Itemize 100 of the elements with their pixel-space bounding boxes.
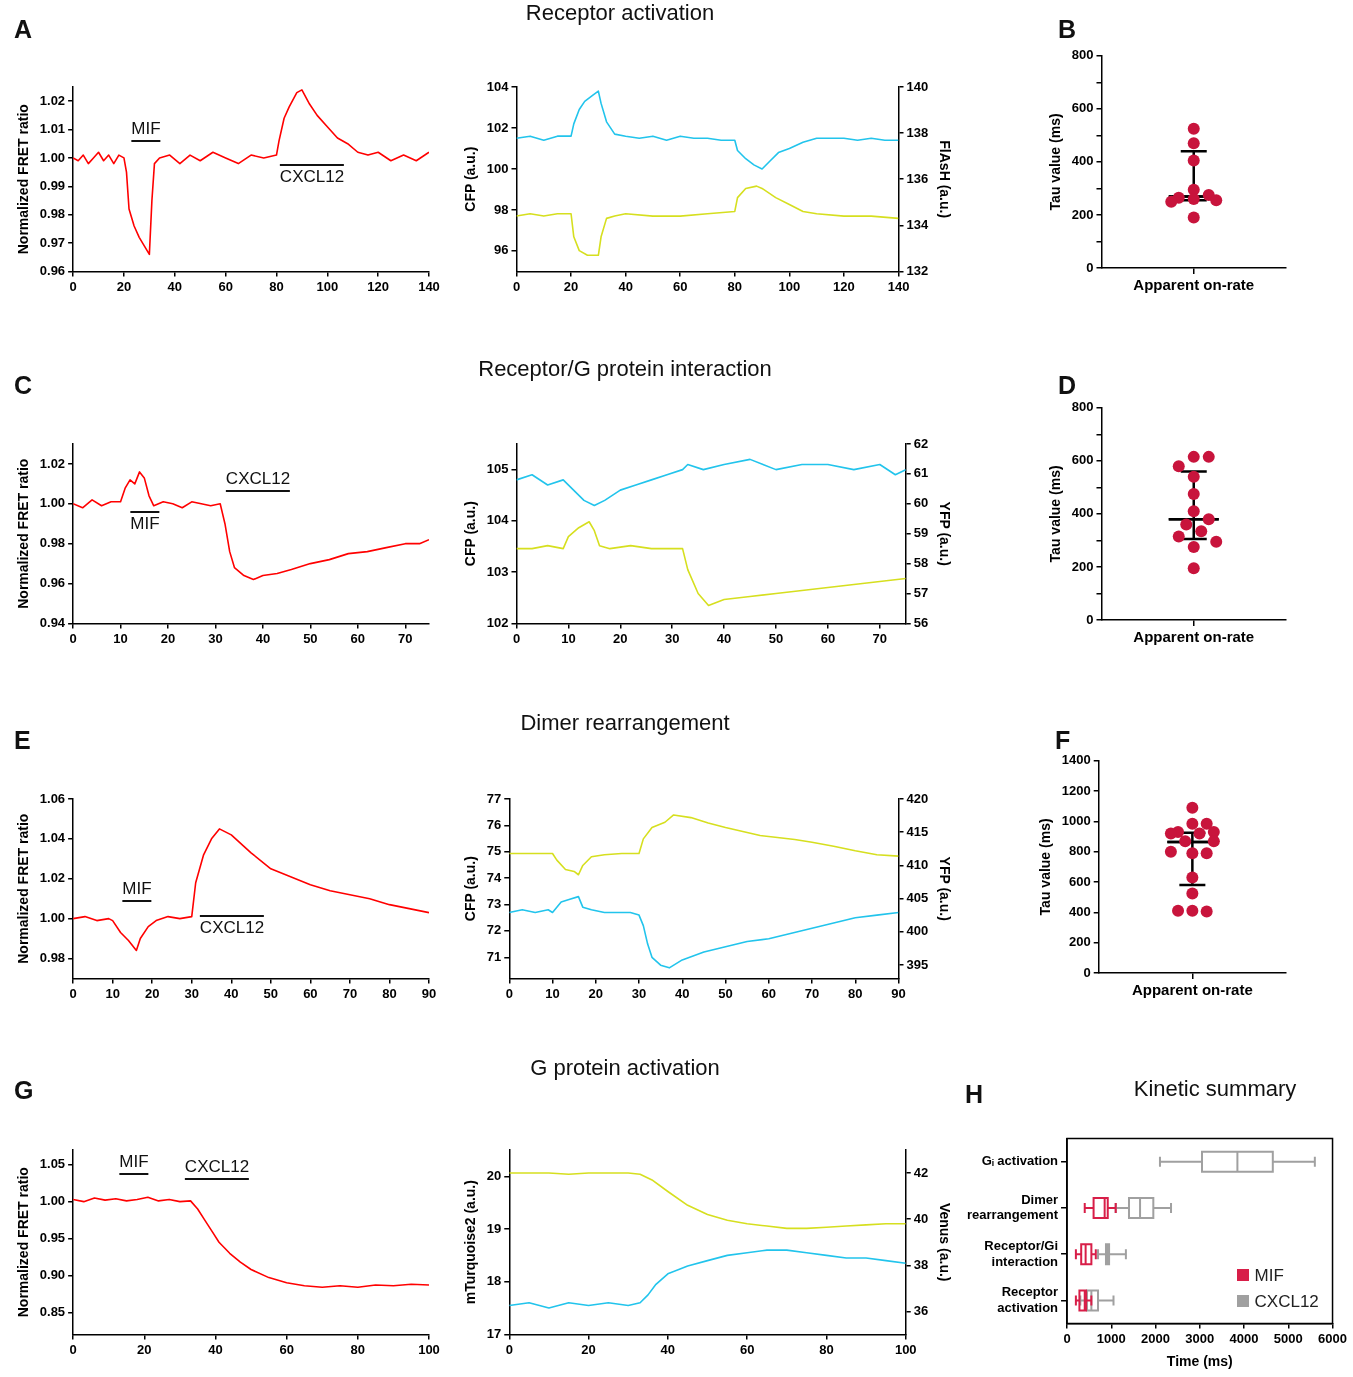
x-tick-label: 40 — [224, 985, 239, 1001]
x-tick-label: 20 — [613, 630, 628, 646]
x-tick-label: 20 — [588, 985, 603, 1001]
x-tick-label: 60 — [279, 1341, 294, 1357]
y-tick-label: 105 — [486, 461, 509, 477]
x-tick-label: 30 — [631, 985, 647, 1001]
y-tick-label: 600 — [1071, 100, 1094, 116]
y2-tick-label: 138 — [906, 124, 929, 140]
y-tick-label: 19 — [486, 1220, 502, 1236]
chart-title: Receptor activation — [525, 0, 715, 26]
y-tick-label: 1000 — [1061, 813, 1091, 829]
y2-tick-label: 134 — [906, 216, 929, 232]
y-axis-title: Tau value (ms) — [1037, 818, 1054, 916]
y-tick-label: 200 — [1071, 558, 1094, 574]
text: C — [14, 371, 33, 399]
y2-tick-label: 58 — [913, 555, 929, 571]
y-tick-label: 1.00 — [39, 149, 66, 165]
x-tick-label: 30 — [208, 630, 223, 646]
x-tick-label: 50 — [718, 985, 733, 1001]
annotation: CXCL12 — [225, 469, 291, 492]
y2-tick-label: 415 — [906, 823, 929, 839]
x-tick-label: 10 — [105, 985, 120, 1001]
y-tick-label: 74 — [486, 869, 503, 885]
y-axis-title: CFP (a.u.) — [462, 146, 479, 212]
y-tick-label: 18 — [486, 1273, 502, 1289]
y2-tick-label: 132 — [906, 262, 929, 278]
y-axis-title: Normalized FRET ratio — [15, 1167, 32, 1318]
x-tick-label: 80 — [350, 1341, 366, 1357]
x-tick-label: 5000 — [1273, 1330, 1303, 1346]
y2-tick-label: 61 — [913, 465, 929, 481]
x-tick-label: 40 — [675, 985, 690, 1001]
x-tick-label: 80 — [819, 1341, 834, 1357]
y2-axis-title: Venus (a.u.) — [936, 1202, 953, 1282]
x-tick-label: 50 — [303, 630, 318, 646]
x-tick-label: 10 — [545, 985, 560, 1001]
x-tick-label: 60 — [218, 278, 233, 294]
y-tick-label: 0 — [1086, 611, 1094, 627]
x-tick-label: 140 — [418, 278, 440, 294]
chart-title: Receptor/G protein interaction — [478, 356, 772, 382]
x-tick-label: 60 — [820, 630, 836, 646]
y-tick-label: 104 — [486, 512, 510, 528]
y-tick-label: 600 — [1071, 452, 1094, 468]
x-tick-label: 80 — [848, 985, 863, 1001]
y-tick-label: Gᵢ activation — [981, 1153, 1059, 1169]
annotation: MIF — [131, 119, 161, 142]
y-tick-label: 1.02 — [39, 92, 66, 108]
y-tick-label: 20 — [486, 1167, 502, 1183]
y2-axis-title: YFP (a.u.) — [936, 856, 953, 921]
x-tick-label: 30 — [664, 630, 680, 646]
x-tick-label: 50 — [263, 985, 279, 1001]
x-tick-label: 40 — [660, 1341, 676, 1357]
x-tick-label: 4000 — [1229, 1330, 1259, 1346]
y2-tick-label: 136 — [906, 170, 929, 186]
x-tick-label: 100 — [316, 278, 339, 294]
x-tick-label: 40 — [618, 278, 633, 294]
y-tick-label: 1.02 — [39, 455, 66, 471]
y-tick-label: Receptor/Gi interaction — [984, 1238, 1059, 1269]
x-tick-label: Apparent on-rate — [1131, 981, 1253, 999]
x-tick-label: 70 — [342, 985, 358, 1001]
y-tick-label: 104 — [486, 78, 510, 94]
x-tick-label: 10 — [113, 630, 128, 646]
y-tick-label: 1.00 — [39, 910, 66, 926]
x-tick-label: 80 — [382, 985, 397, 1001]
y-axis-title: Normalized FRET ratio — [15, 813, 32, 964]
x-tick-label: 20 — [563, 278, 579, 294]
annotation: CXCL12 — [199, 915, 265, 938]
x-tick-label: 60 — [672, 278, 688, 294]
x-tick-label: 70 — [804, 985, 820, 1001]
x-tick-label: 80 — [269, 278, 284, 294]
y-tick-label: 1.04 — [39, 830, 66, 846]
legend-label: MIF — [1254, 1265, 1284, 1285]
y-axis-title: CFP (a.u.) — [462, 856, 479, 922]
y-tick-label: 800 — [1071, 47, 1094, 63]
y-tick-label: 0.98 — [39, 535, 66, 551]
x-tick-label: 60 — [303, 985, 318, 1001]
chart-title: Kinetic summary — [1133, 1076, 1297, 1102]
text: H — [965, 1080, 984, 1108]
y-axis-title: Tau value (ms) — [1047, 113, 1064, 211]
y-axis-title: Normalized FRET ratio — [15, 458, 32, 609]
y-tick-label: 71 — [486, 948, 502, 964]
x-tick-label: 40 — [208, 1341, 223, 1357]
x-tick-label: 3000 — [1185, 1330, 1215, 1346]
y2-tick-label: 38 — [913, 1256, 929, 1272]
y-tick-label: 600 — [1069, 873, 1091, 889]
y-tick-label: 98 — [494, 201, 509, 217]
chart-title: Dimer rearrangement — [520, 710, 730, 736]
x-tick-label: 90 — [891, 985, 906, 1001]
x-tick-label: 0 — [69, 985, 77, 1001]
y-tick-label: Dimer rearrangement — [966, 1191, 1059, 1223]
y-tick-label: 0.85 — [39, 1303, 66, 1319]
x-tick-label: 100 — [894, 1341, 917, 1357]
text: D — [1058, 371, 1077, 399]
legend-label: CXCL12 — [1254, 1291, 1319, 1311]
text: G — [14, 1076, 34, 1104]
y-tick-label: 0.99 — [39, 177, 66, 193]
x-tick-label: 20 — [116, 278, 132, 294]
y2-tick-label: 57 — [913, 585, 929, 601]
annotation: CXCL12 — [279, 164, 345, 187]
y-tick-label: 1.05 — [39, 1156, 66, 1172]
y2-axis-title: YFP (a.u.) — [936, 501, 953, 566]
